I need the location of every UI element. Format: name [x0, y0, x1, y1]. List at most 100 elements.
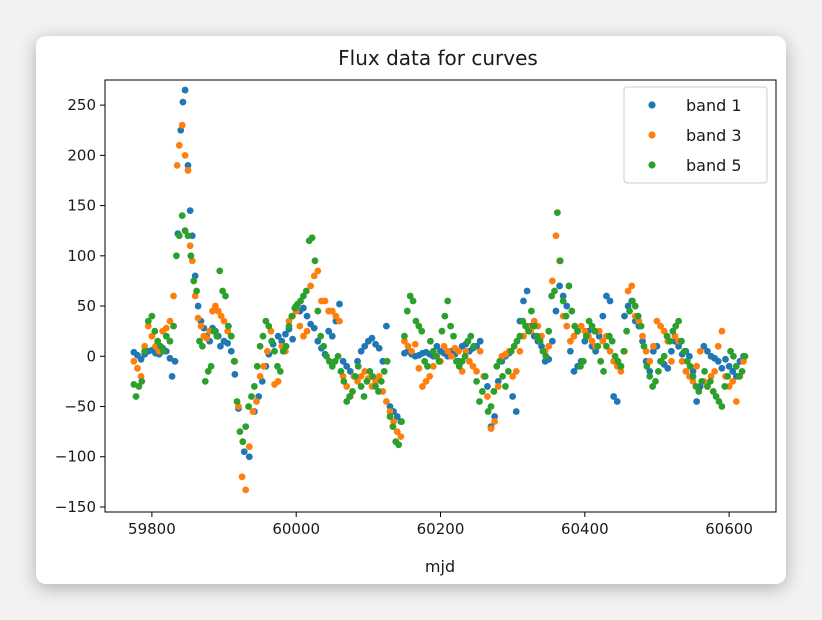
data-point: [441, 312, 449, 320]
data-point: [738, 367, 746, 375]
data-point: [256, 372, 264, 380]
data-point: [714, 342, 722, 350]
data-point: [522, 322, 530, 330]
data-point: [467, 332, 475, 340]
data-point: [724, 372, 732, 380]
data-point: [600, 367, 607, 375]
data-point: [696, 347, 704, 355]
data-point: [507, 347, 515, 355]
data-point: [289, 335, 296, 343]
data-point: [148, 312, 156, 320]
data-point: [682, 367, 690, 375]
data-point: [190, 277, 198, 285]
data-point: [444, 297, 452, 305]
data-point: [404, 342, 412, 350]
data-point: [450, 332, 457, 340]
data-point: [473, 377, 480, 385]
data-point: [328, 307, 336, 315]
data-point: [509, 372, 517, 380]
data-point: [222, 292, 229, 300]
data-point: [395, 441, 403, 449]
data-point: [331, 357, 339, 365]
data-point: [242, 486, 250, 494]
data-point: [386, 413, 394, 420]
data-point: [660, 327, 668, 335]
data-point: [168, 372, 176, 380]
data-point: [516, 332, 524, 340]
data-point: [415, 364, 423, 372]
data-point: [357, 347, 365, 355]
data-point: [242, 423, 250, 431]
data-point: [455, 362, 463, 370]
data-point: [297, 297, 304, 305]
scatter-chart: Flux data for curves mjd 59800 60000 60200…: [55, 46, 777, 576]
data-point: [403, 307, 411, 315]
data-point: [361, 367, 369, 375]
data-point: [393, 428, 401, 436]
data-point: [346, 367, 354, 375]
data-point: [493, 362, 501, 370]
data-point: [483, 393, 491, 400]
data-point: [217, 312, 225, 320]
data-point: [732, 362, 740, 370]
data-point: [605, 332, 613, 340]
data-point: [577, 362, 584, 370]
data-point: [166, 317, 174, 325]
data-point: [217, 342, 224, 350]
data-point: [568, 307, 576, 315]
data-point: [556, 257, 564, 265]
x-tick-label: 60000: [272, 520, 320, 538]
data-point: [664, 364, 672, 372]
y-tick-label: 150: [67, 197, 96, 215]
data-point: [542, 352, 550, 360]
data-point: [406, 292, 414, 300]
data-point: [398, 418, 405, 425]
data-point: [512, 408, 520, 415]
data-point: [628, 282, 636, 290]
data-point: [238, 473, 246, 481]
data-point: [494, 377, 502, 385]
data-point: [184, 232, 192, 240]
data-point: [424, 362, 431, 370]
data-point: [689, 372, 697, 380]
data-point: [649, 347, 657, 355]
data-point: [621, 312, 628, 320]
data-point: [262, 317, 270, 325]
data-point: [354, 357, 361, 365]
data-point: [563, 302, 571, 310]
data-point: [669, 327, 677, 335]
data-point: [369, 372, 377, 380]
data-point: [707, 372, 715, 380]
data-point: [170, 292, 177, 300]
data-point: [597, 357, 605, 365]
data-point: [552, 307, 560, 315]
data-point: [186, 242, 194, 250]
data-point: [476, 337, 484, 345]
data-point: [239, 438, 247, 446]
data-point: [617, 367, 625, 375]
data-point: [339, 357, 347, 365]
data-point: [649, 383, 657, 390]
data-point: [351, 372, 359, 380]
legend-label: band 1: [686, 96, 742, 115]
data-point: [678, 337, 685, 345]
data-point: [300, 292, 307, 300]
y-tick-label: 50: [77, 297, 96, 315]
data-point: [397, 433, 405, 441]
data-point: [296, 322, 304, 330]
data-point: [408, 347, 416, 355]
data-point: [340, 377, 348, 385]
data-point: [452, 357, 460, 365]
data-point: [570, 332, 578, 340]
data-point: [214, 307, 222, 315]
data-point: [276, 367, 284, 375]
data-point: [390, 418, 398, 425]
data-point: [227, 347, 235, 355]
legend-marker: [648, 131, 656, 139]
data-point: [725, 362, 733, 370]
plot-area: 59800 60000 60200 60400 60600 −150 −100 −50 0 50 1…: [55, 79, 777, 538]
data-point: [236, 428, 244, 436]
data-point: [310, 272, 318, 280]
data-point: [209, 307, 216, 315]
data-point: [695, 388, 703, 395]
